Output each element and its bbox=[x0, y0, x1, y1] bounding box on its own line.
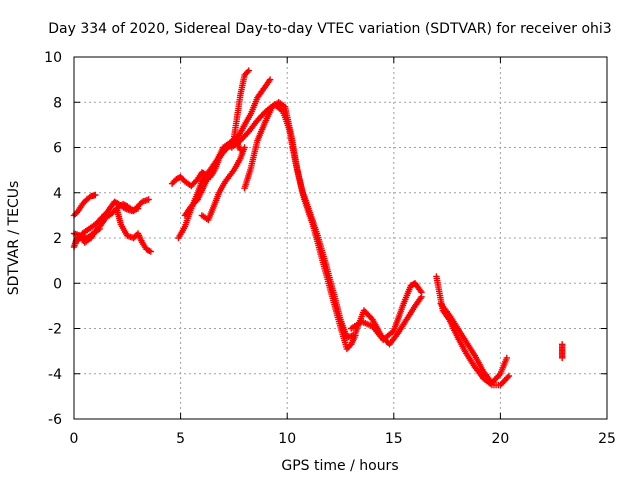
y-tick-label: 0 bbox=[53, 276, 62, 292]
series-arc-11 bbox=[241, 99, 359, 353]
y-tick-label: -2 bbox=[48, 322, 62, 338]
point-marker bbox=[348, 280, 425, 343]
y-tick-label: 4 bbox=[53, 186, 62, 202]
y-tick-label: 8 bbox=[53, 95, 62, 111]
y-tick-label: -4 bbox=[48, 367, 62, 383]
x-axis-label: GPS time / hours bbox=[281, 458, 398, 474]
y-axis-label: SDTVAR / TECUs bbox=[6, 181, 22, 296]
point-marker bbox=[215, 76, 274, 160]
y-tick-label: 2 bbox=[53, 231, 62, 247]
point-marker bbox=[228, 101, 357, 341]
series-arc-14 bbox=[348, 280, 425, 343]
point-marker bbox=[437, 300, 510, 386]
series-arc-10 bbox=[215, 76, 274, 160]
x-tick-label: 20 bbox=[491, 431, 509, 447]
series-arc-5 bbox=[113, 205, 154, 255]
x-tick-label: 0 bbox=[70, 431, 79, 447]
y-tick-label: -6 bbox=[48, 412, 62, 428]
y-tick-label: 10 bbox=[44, 50, 62, 66]
point-marker bbox=[113, 205, 154, 255]
point-marker bbox=[559, 341, 566, 362]
point-marker bbox=[241, 99, 359, 353]
x-tick-label: 5 bbox=[176, 431, 185, 447]
plot-frame bbox=[73, 56, 608, 420]
point-marker bbox=[198, 144, 248, 224]
grid-lines bbox=[74, 57, 607, 419]
series-arc-17 bbox=[559, 341, 566, 362]
axis-ticks: 0 5 10 15 20 25 -6 -4 -2 0 2 4 6 8 10 bbox=[44, 50, 616, 447]
x-tick-label: 15 bbox=[385, 431, 403, 447]
point-marker bbox=[70, 191, 99, 219]
series-arc-9 bbox=[198, 144, 248, 224]
series-arc-1 bbox=[70, 191, 99, 219]
chart-title: Day 334 of 2020, Sidereal Day-to-day VTE… bbox=[48, 21, 611, 37]
series-arc-12 bbox=[228, 101, 357, 341]
x-tick-label: 10 bbox=[278, 431, 296, 447]
y-tick-label: 6 bbox=[53, 141, 62, 157]
x-tick-label: 25 bbox=[598, 431, 616, 447]
data-points bbox=[70, 67, 566, 389]
series-arc-16 bbox=[437, 300, 510, 386]
